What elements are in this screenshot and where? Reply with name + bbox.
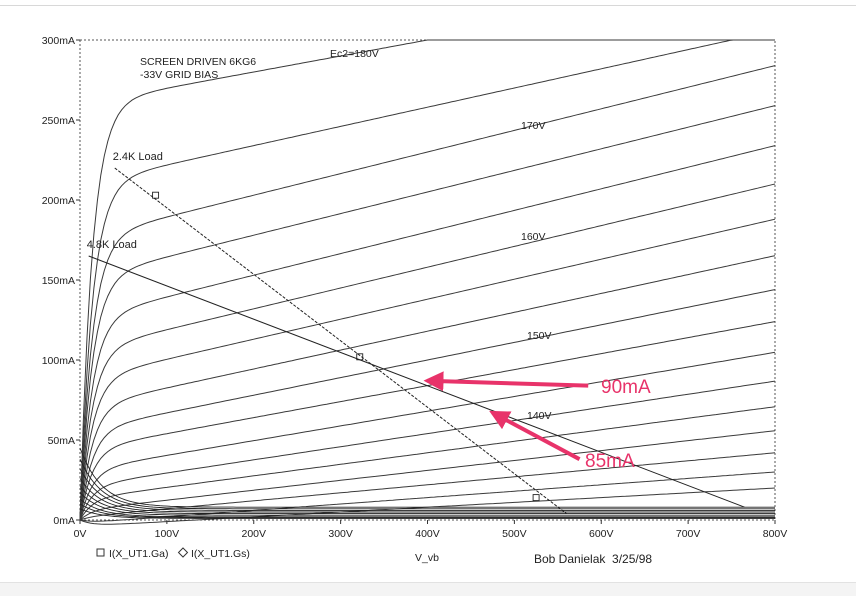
plate-curve-3 bbox=[79, 65, 776, 521]
screen-curve-4 bbox=[79, 478, 775, 513]
y-tick-label-2: 100mA bbox=[42, 355, 75, 367]
x-tick-label-0: 0V bbox=[74, 528, 87, 540]
y-tick-label-6: 300mA bbox=[42, 35, 75, 47]
x-axis-ticks: 0V 100V 200V 300V 400V 500V 600V 700V 800V bbox=[74, 520, 788, 540]
plate-curve-11 bbox=[79, 351, 776, 521]
curve-label-5: 140V bbox=[527, 410, 552, 422]
annotation-arrow-1 bbox=[423, 371, 589, 392]
curve-label-3: 160V bbox=[521, 231, 546, 243]
y-tick-label-5: 250mA bbox=[42, 115, 75, 127]
legend-gs-label: I(X_UT1.Gs) bbox=[191, 548, 250, 560]
plate-curve-14 bbox=[79, 430, 776, 521]
curve-label-2: 170V bbox=[521, 120, 546, 132]
x-tick-label-3: 300V bbox=[328, 528, 353, 540]
y-tick-label-1: 50mA bbox=[48, 435, 75, 447]
curve-label-4: 150V bbox=[527, 330, 552, 342]
x-axis-label: V_vb bbox=[415, 552, 439, 564]
legend-ga-label: I(X_UT1.Ga) bbox=[109, 548, 169, 560]
plate-curve-15 bbox=[79, 452, 776, 521]
y-tick-label-3: 150mA bbox=[42, 275, 75, 287]
plate-curve-5 bbox=[79, 145, 776, 521]
legend-diamond-icon bbox=[177, 547, 189, 558]
note-title: SCREEN DRIVEN 6KG6 bbox=[140, 56, 256, 68]
x-tick-label-2: 200V bbox=[241, 528, 266, 540]
legend-square-icon bbox=[96, 548, 105, 557]
curve-label-1: Ec2=180V bbox=[330, 48, 379, 60]
operating-point-2 bbox=[356, 353, 364, 361]
y-tick-label-0: 0mA bbox=[53, 515, 75, 527]
plate-curve-4 bbox=[79, 105, 776, 521]
plate-curve-9 bbox=[79, 289, 776, 521]
screen-curve-7 bbox=[79, 498, 775, 518]
load-line-label-2: 4.8K Load bbox=[87, 239, 137, 251]
curve-labels: Ec2=180V 170V 160V 150V 140V bbox=[330, 48, 552, 422]
screen-curve-6 bbox=[79, 492, 775, 516]
screen-curve-9 bbox=[79, 508, 775, 519]
credit-text: Bob Danielak 3/25/98 bbox=[534, 552, 652, 566]
x-tick-label-1: 100V bbox=[155, 528, 180, 540]
screen-curves bbox=[79, 447, 775, 519]
operating-point-3 bbox=[532, 494, 540, 502]
x-tick-label-7: 700V bbox=[676, 528, 701, 540]
x-tick-label-8: 800V bbox=[763, 528, 788, 540]
screen-curve-2 bbox=[79, 459, 775, 510]
page-footer-strip bbox=[0, 582, 856, 596]
operating-point-1 bbox=[152, 191, 160, 199]
plate-curve-12 bbox=[79, 380, 776, 521]
annotation-label-2: 85mA bbox=[585, 451, 635, 472]
annotation-arrow-2 bbox=[489, 410, 581, 461]
x-tick-label-5: 500V bbox=[502, 528, 527, 540]
x-tick-label-4: 400V bbox=[415, 528, 440, 540]
load-line-1 bbox=[114, 167, 567, 514]
plate-curve-1 bbox=[79, 39, 775, 521]
load-line-label-1: 2.4K Load bbox=[113, 151, 163, 163]
y-axis-ticks: 0mA 50mA 100mA 150mA 200mA 250mA 300mA bbox=[42, 35, 80, 527]
page-top-edge bbox=[0, 0, 856, 6]
y-tick-label-4: 200mA bbox=[42, 195, 75, 207]
screen-curve-8 bbox=[79, 503, 775, 519]
plate-curve-6 bbox=[79, 183, 776, 521]
load-line-2 bbox=[88, 255, 745, 508]
plate-curve-2 bbox=[79, 39, 775, 521]
note-bias: -33V GRID BIAS bbox=[140, 69, 218, 81]
screen-curve-3 bbox=[79, 468, 775, 511]
x-tick-label-6: 600V bbox=[589, 528, 614, 540]
screen-curve-1 bbox=[79, 447, 775, 508]
annotation-label-1: 90mA bbox=[601, 377, 651, 398]
legend: I(X_UT1.Ga) I(X_UT1.Gs) bbox=[96, 547, 250, 560]
load-lines: 2.4K Load 4.8K Load bbox=[87, 151, 745, 514]
plate-curve-13 bbox=[79, 406, 776, 521]
operating-point-markers bbox=[152, 191, 540, 502]
annotations: 90mA 85mA bbox=[423, 371, 651, 472]
plot-frame bbox=[79, 39, 776, 521]
plate-curve-7 bbox=[79, 218, 776, 521]
plate-curve-8 bbox=[79, 255, 776, 521]
plate-curves bbox=[79, 39, 776, 525]
screen-curve-5 bbox=[79, 486, 775, 515]
